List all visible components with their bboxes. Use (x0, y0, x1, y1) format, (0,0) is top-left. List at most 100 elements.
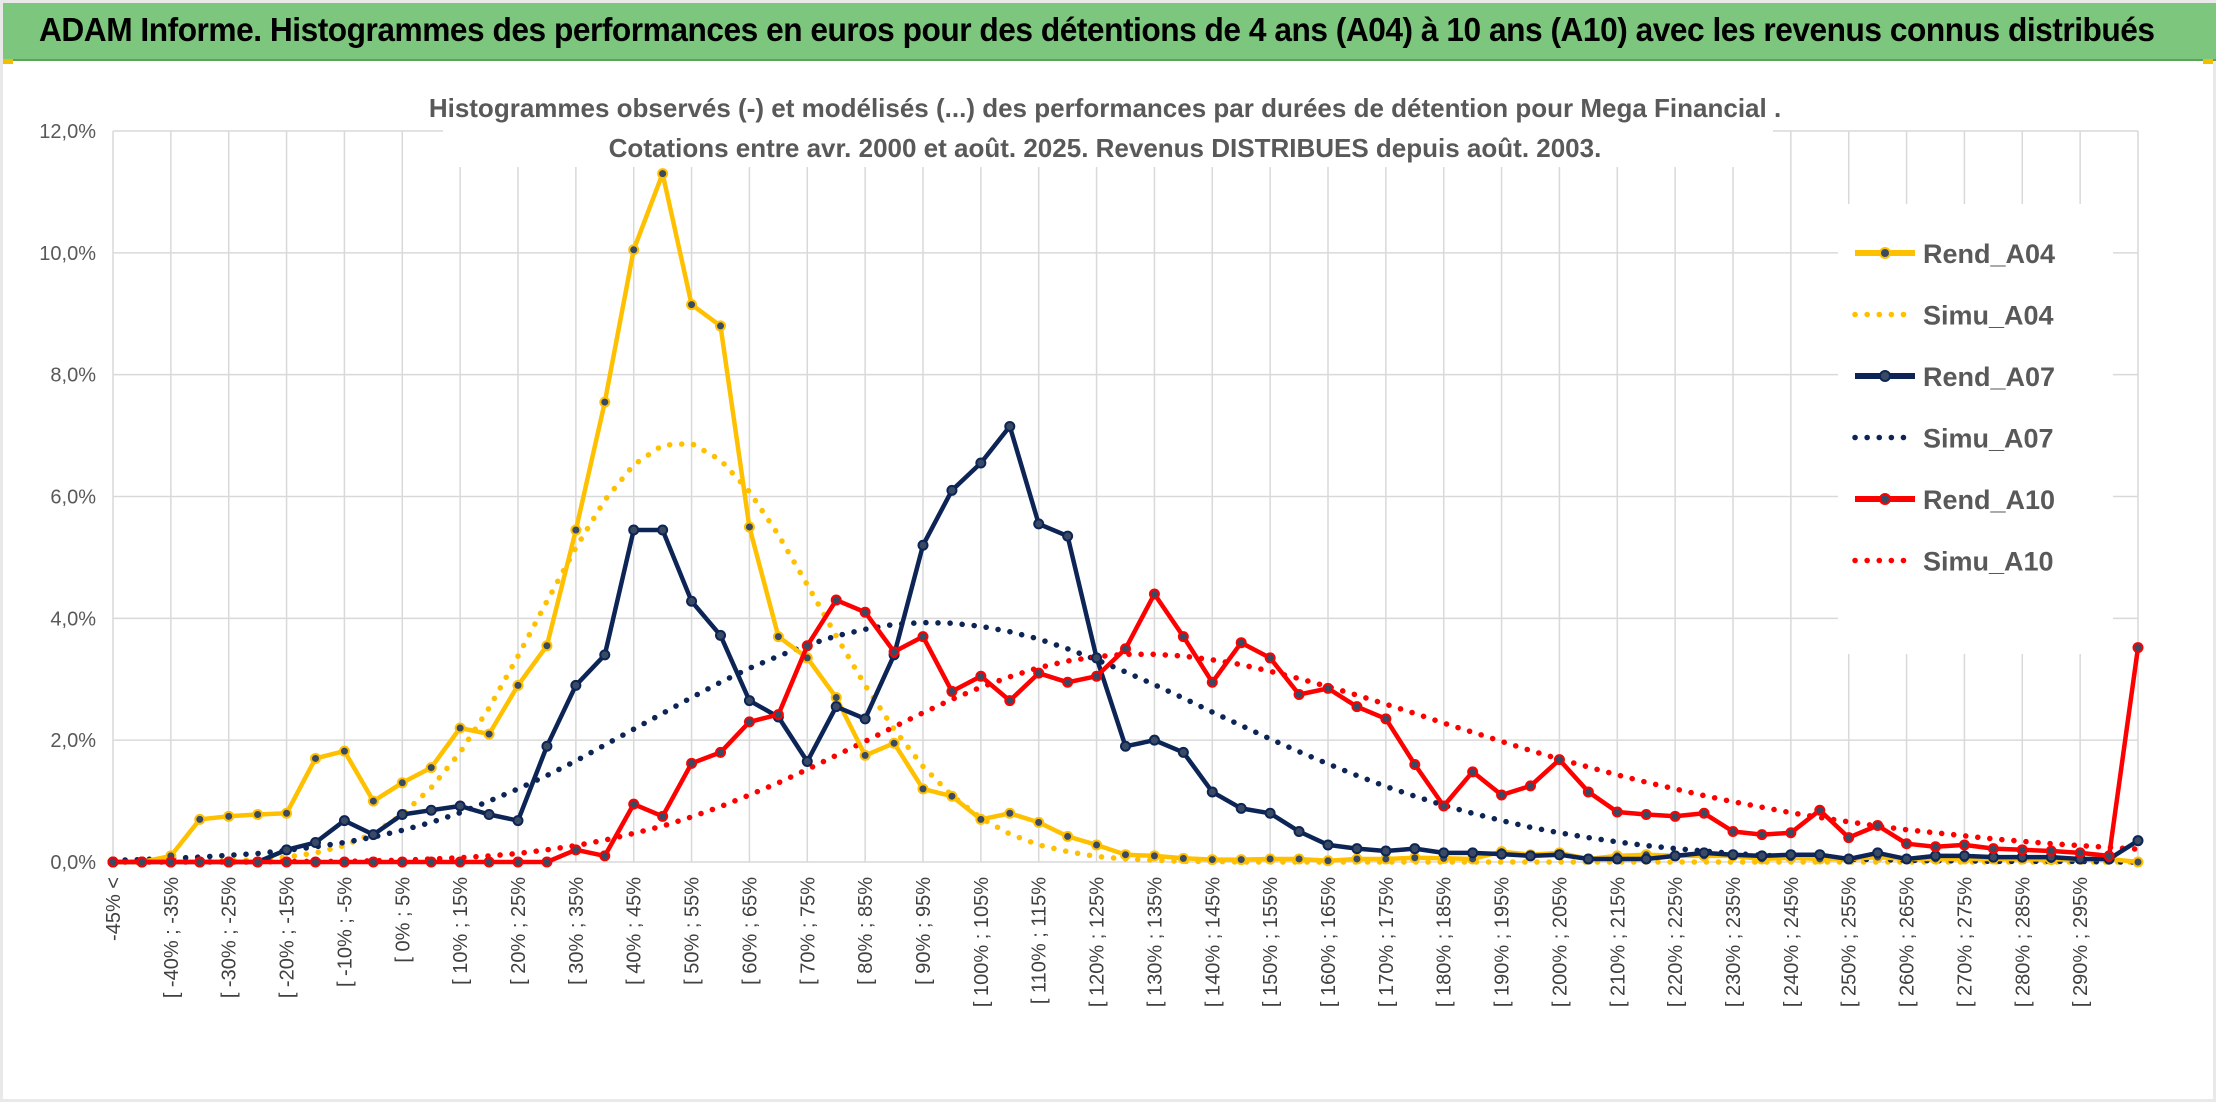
data-point (772, 631, 784, 643)
x-tick-label: [ 40% ; 45% (624, 877, 646, 985)
x-tick-label: [ 0% ; 5% (392, 877, 414, 963)
data-point (599, 850, 611, 862)
data-point (1264, 807, 1276, 819)
data-point (1004, 420, 1016, 432)
data-point (570, 679, 582, 691)
x-tick-label: [ 150% ; 155% (1260, 877, 1282, 1007)
data-point (367, 795, 379, 807)
x-tick-label: [ 170% ; 175% (1376, 877, 1398, 1007)
data-point (946, 685, 958, 697)
data-point (512, 856, 524, 868)
x-tick-label: [ 140% ; 145% (1202, 877, 1224, 1007)
data-point (715, 629, 726, 641)
data-point (1351, 701, 1363, 713)
chart-legend: Rend_A04 Simu_A04 Rend_A07 Simu_A07 Rend_A10… (1838, 204, 2113, 654)
data-point (1843, 853, 1855, 865)
data-point (1727, 849, 1739, 861)
data-point (541, 740, 553, 752)
data-point (657, 524, 669, 536)
data-point (1930, 850, 1941, 862)
data-point (1033, 518, 1045, 530)
x-tick-label: [ 230% ; 235% (1723, 877, 1745, 1007)
data-point (1293, 853, 1305, 865)
data-point (1496, 848, 1508, 860)
data-point (1582, 786, 1594, 798)
data-point (1987, 843, 1999, 855)
data-point (1177, 746, 1189, 758)
x-tick-label: [ 290% ; 295% (2070, 877, 2092, 1007)
data-point (1640, 853, 1652, 865)
x-tick-label: [ 120% ; 125% (1087, 877, 1109, 1007)
data-point (1640, 808, 1652, 820)
data-point (1698, 847, 1710, 859)
data-point (194, 856, 206, 868)
y-tick-label: 10,0% (39, 243, 96, 265)
series-lines (107, 168, 2144, 868)
data-point (310, 856, 321, 868)
title-background (443, 87, 1773, 167)
data-point (686, 595, 698, 607)
data-point (1062, 676, 1074, 688)
x-tick-label: [ 190% ; 195% (1492, 877, 1514, 1007)
x-tick-label: [ 250% ; 255% (1839, 877, 1861, 1007)
data-point (1264, 853, 1276, 865)
x-tick-label: [ -10% ; -5% (334, 877, 356, 987)
data-point (1698, 807, 1710, 819)
data-point (2016, 844, 2028, 856)
y-tick-label: 12,0% (39, 121, 96, 143)
data-point (686, 757, 698, 769)
series-line (110, 619, 2141, 865)
data-point (512, 679, 524, 691)
data-point (1901, 838, 1913, 850)
legend-label: Rend_A07 (1923, 362, 2055, 392)
data-point (1756, 850, 1768, 862)
data-point (425, 856, 437, 868)
data-point (1467, 847, 1479, 859)
y-tick-label: 4,0% (50, 608, 96, 630)
chart-grid (112, 130, 2139, 863)
data-point (1235, 637, 1247, 649)
corner-accent-right (2203, 59, 2213, 64)
data-point (1872, 819, 1884, 831)
data-point (1148, 734, 1160, 746)
data-point (1235, 854, 1247, 866)
data-point (975, 813, 987, 825)
data-point (1814, 849, 1826, 861)
data-point (975, 457, 987, 469)
series-rend_a04 (107, 168, 2144, 868)
y-tick-label: 6,0% (50, 487, 96, 509)
data-point (830, 594, 842, 606)
data-point (1756, 829, 1768, 841)
title-banner: ADAM Informe. Histogrammes des performan… (3, 3, 2216, 61)
data-point (1322, 839, 1334, 851)
data-point (310, 752, 321, 764)
data-point (715, 746, 726, 758)
chart-title: Histogrammes observés (-) et modélisés (… (429, 93, 1781, 123)
data-point (743, 716, 755, 728)
x-tick-label: [ -20% ; -15% (277, 877, 299, 998)
data-point (512, 815, 524, 827)
data-point (1322, 855, 1334, 867)
data-point (223, 856, 235, 868)
data-point (1264, 652, 1276, 664)
data-point (599, 396, 611, 408)
x-tick-label: [ 270% ; 275% (1954, 877, 1976, 1007)
data-point (570, 524, 582, 536)
data-point (1438, 800, 1450, 812)
data-point (975, 670, 987, 682)
series-simu_a07 (110, 619, 2141, 865)
data-point (1409, 759, 1421, 771)
legend-background (1838, 204, 2113, 654)
data-point (1062, 530, 1074, 542)
data-point (917, 631, 929, 643)
data-point (657, 168, 669, 180)
data-point (1206, 854, 1218, 866)
data-point (1785, 827, 1797, 839)
x-tick-label: [ 220% ; 225% (1665, 877, 1687, 1007)
data-point (483, 728, 495, 740)
data-point (570, 844, 582, 856)
data-point (1120, 643, 1131, 655)
data-point (483, 856, 495, 868)
data-point (281, 856, 293, 868)
